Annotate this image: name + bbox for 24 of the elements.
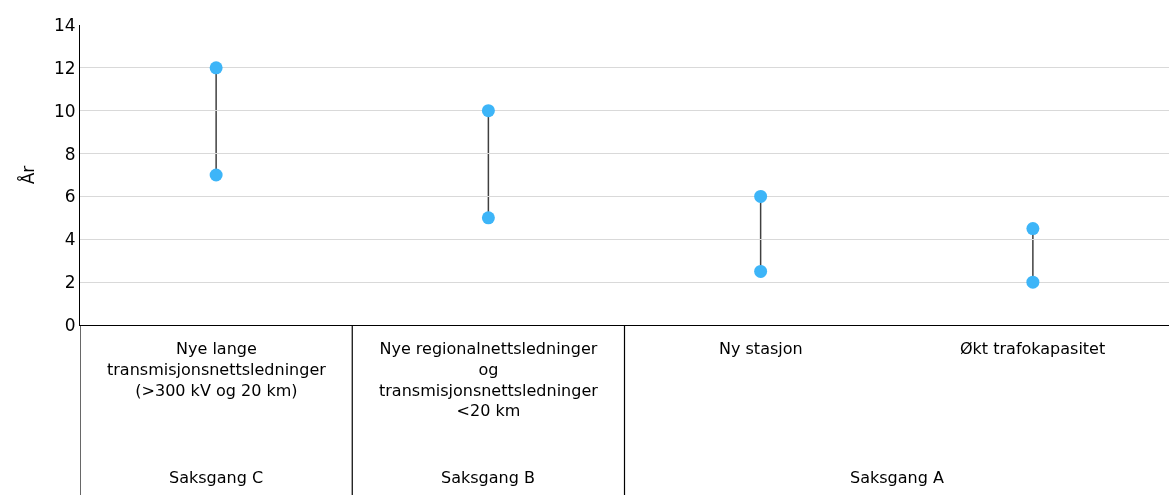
x-tick-label: Nye regionalnettsledninger og transmisjonsnettsledninger <20 km	[379, 339, 599, 421]
x-tick-label: Ny stasjon	[719, 339, 803, 358]
point	[754, 189, 768, 203]
point	[209, 168, 223, 182]
y-tick-label: 2	[64, 272, 76, 293]
text: Saksgang A	[850, 468, 944, 487]
y-axis-title: År	[16, 165, 38, 185]
point	[1026, 275, 1040, 289]
y-tick-label: 10	[53, 100, 76, 121]
point	[481, 211, 495, 225]
point	[481, 104, 495, 118]
y-tick-label: 4	[64, 229, 76, 250]
point	[754, 264, 768, 278]
y-tick-label: 8	[64, 143, 76, 164]
x-tick-label: Økt trafokapasitet	[960, 339, 1106, 358]
y-tick-label: 0	[64, 314, 76, 335]
text: Saksgang B	[441, 468, 535, 487]
point	[209, 61, 223, 75]
y-tick-label: 14	[53, 14, 76, 35]
x-tick-label: Nye lange transmisjonsnettsledninger (>300 kV og 20 km)	[107, 339, 327, 400]
y-tick-label: 6	[64, 186, 76, 207]
point	[1026, 222, 1040, 236]
y-tick-label: 12	[53, 57, 76, 78]
text: Saksgang C	[169, 468, 264, 487]
